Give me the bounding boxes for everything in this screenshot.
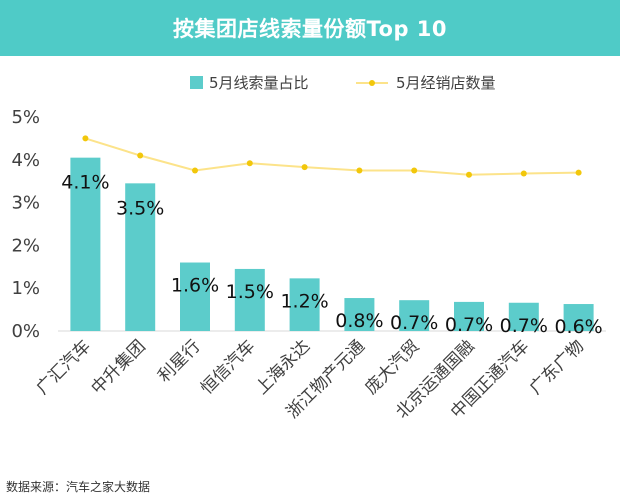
y-tick-label: 3%: [11, 193, 40, 214]
bar: [344, 298, 375, 331]
y-tick-label: 1%: [11, 278, 40, 299]
bar: [234, 268, 265, 331]
legend-bar-swatch: [190, 76, 203, 89]
data-label: 0.7%: [390, 312, 438, 334]
line-marker: [466, 171, 472, 178]
data-label: 0.8%: [335, 310, 383, 332]
data-source-note: 数据来源：汽车之家大数据: [6, 480, 151, 494]
chart-title-bar: 按集团店线索量份额Top 10: [0, 0, 620, 56]
line-marker: [301, 164, 308, 171]
data-label: 4.1%: [61, 172, 109, 194]
bar: [289, 278, 320, 331]
bar: [508, 302, 539, 331]
data-label: 0.6%: [554, 316, 602, 338]
y-tick-label: 4%: [11, 150, 40, 171]
legend: 5月线索量占比 5月经销店数量: [190, 74, 496, 92]
legend-bar-label: 5月线索量占比: [209, 74, 309, 92]
chart-area: 5月线索量占比 5月经销店数量 0% 1% 2% 3% 4% 5% 4.1% 广汇汽车 3.5…: [11, 74, 606, 423]
bar: [125, 183, 156, 331]
bar: [180, 262, 210, 331]
category-label: 中升集团: [88, 336, 150, 398]
data-label: 0.7%: [445, 314, 493, 336]
data-label: 1.6%: [171, 275, 219, 297]
y-tick-label: 5%: [11, 107, 40, 128]
line-marker: [575, 169, 582, 176]
data-label: 3.5%: [116, 197, 164, 219]
bar: [399, 300, 430, 331]
line-marker: [246, 160, 253, 167]
category-label: 广东广物: [526, 336, 588, 398]
category-label: 利星行: [154, 336, 204, 386]
bar: [454, 301, 484, 331]
line-marker: [520, 170, 527, 177]
category-label: 广汇汽车: [33, 336, 95, 398]
series-line: [85, 137, 579, 176]
data-label: 1.2%: [280, 290, 328, 312]
data-label: 1.5%: [226, 281, 274, 303]
legend-line-label: 5月经销店数量: [396, 74, 496, 92]
chart-title: 按集团店线索量份额Top 10: [172, 17, 448, 41]
bar: [70, 157, 101, 331]
legend-line-marker: [369, 80, 375, 86]
line-marker: [356, 167, 363, 174]
line-marker: [137, 152, 144, 159]
line-marker: [82, 135, 89, 142]
y-tick-label: 2%: [11, 235, 40, 256]
line-marker: [192, 167, 198, 174]
y-tick-label: 0%: [11, 321, 40, 342]
line-marker: [411, 167, 418, 174]
category-label: 恒信汽车: [197, 336, 259, 398]
bar: [563, 304, 594, 331]
data-label: 0.7%: [500, 315, 548, 337]
